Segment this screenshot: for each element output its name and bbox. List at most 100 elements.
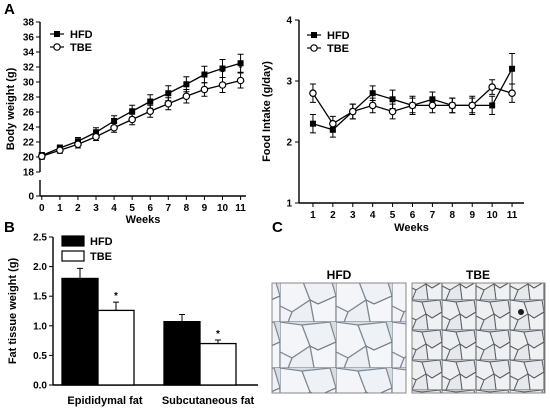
- x-tick-label: 3: [350, 210, 356, 221]
- y-tick-label: 0.5: [33, 351, 47, 362]
- data-point-tbe: [236, 76, 245, 85]
- x-category-label: Epididymal fat: [67, 395, 143, 407]
- x-tick-label: 1: [310, 210, 316, 221]
- legend-label: HFD: [70, 29, 93, 41]
- y-tick-label: 22: [23, 138, 35, 149]
- y-tick-label: 2: [286, 138, 292, 149]
- x-tick-label: 5: [390, 210, 396, 221]
- histology-label-tbe: TBE: [466, 268, 490, 282]
- y-tick-label: 24: [23, 123, 35, 134]
- y-tick-label: 0: [28, 192, 34, 203]
- data-point-tbe: [408, 101, 417, 110]
- legend-label: TBE: [70, 42, 92, 54]
- data-point-hfd: [129, 108, 136, 115]
- y-tick-label: 0.0: [33, 381, 47, 392]
- x-tick-label: 11: [507, 210, 518, 221]
- x-category-label: Subcutaneous fat: [162, 395, 255, 407]
- data-point-tbe: [74, 140, 82, 149]
- y-axis-title: Body weight (g): [5, 67, 17, 150]
- x-tick-label: 4: [370, 210, 376, 221]
- data-point-tbe: [182, 92, 191, 101]
- data-point-tbe: [329, 119, 337, 128]
- data-point-tbe: [468, 101, 477, 110]
- y-tick-label: 38: [23, 18, 35, 29]
- legend-swatch: [61, 235, 85, 247]
- legend-label: TBE: [90, 251, 112, 263]
- x-tick-label: 6: [147, 203, 153, 214]
- error-bar: [113, 301, 119, 311]
- x-tick-label: 9: [469, 210, 475, 221]
- data-point-hfd: [509, 65, 516, 72]
- significance-marker: *: [202, 73, 206, 84]
- x-tick-label: 10: [487, 210, 499, 221]
- bar-hfd: [61, 277, 99, 386]
- data-point-tbe: [92, 132, 100, 141]
- legend-label: HFD: [90, 236, 113, 248]
- y-axis-title: Fat tissue weight (g): [7, 257, 19, 364]
- x-tick-label: 6: [410, 210, 416, 221]
- bar-tbe: [97, 309, 135, 386]
- x-axis-title: Weeks: [394, 222, 429, 234]
- data-point-tbe: [200, 85, 209, 94]
- data-point-hfd: [201, 71, 208, 78]
- data-point-tbe: [368, 101, 377, 110]
- x-tick-label: 11: [235, 203, 246, 214]
- data-point-hfd: [165, 90, 172, 97]
- y-tick-label: 18: [23, 168, 35, 179]
- y-tick-label: 1.0: [33, 321, 47, 332]
- panel-label-c: C: [272, 219, 283, 236]
- data-point-tbe: [110, 123, 118, 132]
- data-point-tbe: [309, 89, 317, 98]
- x-tick-label: 10: [217, 203, 229, 214]
- series-line-tbe: [41, 79, 241, 157]
- tbe-dark-spot: [518, 309, 524, 315]
- y-axis-title: Food Intake (g/day): [261, 61, 273, 162]
- x-axis-title: Weeks: [126, 214, 161, 226]
- fat-tissue-chart: 0.0 0.5 1.0 1.5 2.0 2.5 Fat tissue weight (g) E…: [7, 233, 258, 407]
- tbe-histology-image: [411, 282, 546, 394]
- data-point-hfd: [389, 96, 396, 103]
- bar-tbe: [199, 342, 237, 386]
- x-tick-label: 7: [430, 210, 436, 221]
- panel-label-b: B: [4, 219, 15, 236]
- data-point-tbe: [218, 81, 227, 89]
- y-tick-label: 3: [286, 77, 292, 88]
- error-bar: [179, 314, 185, 323]
- data-point-hfd: [489, 102, 496, 109]
- x-tick-label: 7: [166, 203, 172, 214]
- x-tick-label: 3: [93, 203, 99, 214]
- x-tick-label: 2: [330, 210, 336, 221]
- legend-marker: [311, 32, 317, 38]
- y-tick-label: 1.5: [33, 292, 47, 303]
- data-point-tbe: [128, 115, 136, 124]
- y-tick-label: 32: [23, 63, 35, 74]
- error-bar: [77, 267, 83, 279]
- data-point-tbe: [38, 152, 46, 161]
- data-point-tbe: [164, 99, 173, 108]
- data-point-hfd: [237, 60, 244, 67]
- y-tick-label: 4: [286, 16, 292, 27]
- data-point-tbe: [428, 101, 437, 110]
- y-tick-label: 20: [23, 153, 35, 164]
- histology-label-hfd: HFD: [327, 268, 352, 282]
- significance-marker: *: [239, 63, 243, 74]
- legend-marker: [53, 43, 61, 51]
- y-tick-label: 26: [23, 108, 35, 119]
- data-point-tbe: [56, 146, 64, 155]
- significance-marker: *: [114, 291, 118, 302]
- x-tick-label: 8: [450, 210, 456, 221]
- data-point-hfd: [93, 129, 100, 136]
- data-point-tbe: [146, 107, 155, 116]
- legend-marker: [54, 31, 60, 37]
- panel-label-a: A: [4, 1, 15, 18]
- series-line-hfd: [41, 62, 241, 157]
- x-tick-label: 2: [75, 203, 81, 214]
- data-point-tbe: [388, 107, 397, 116]
- y-tick-label: 30: [23, 78, 35, 89]
- x-tick-label: 0: [39, 203, 45, 214]
- food-intake-chart: 1 2 3 4 1 2 3 4 5 6 7 8 9 10 11 Weeks Food Intake (g/day…: [261, 16, 524, 234]
- legend-label: TBE: [327, 43, 349, 55]
- significance-marker: *: [216, 329, 220, 340]
